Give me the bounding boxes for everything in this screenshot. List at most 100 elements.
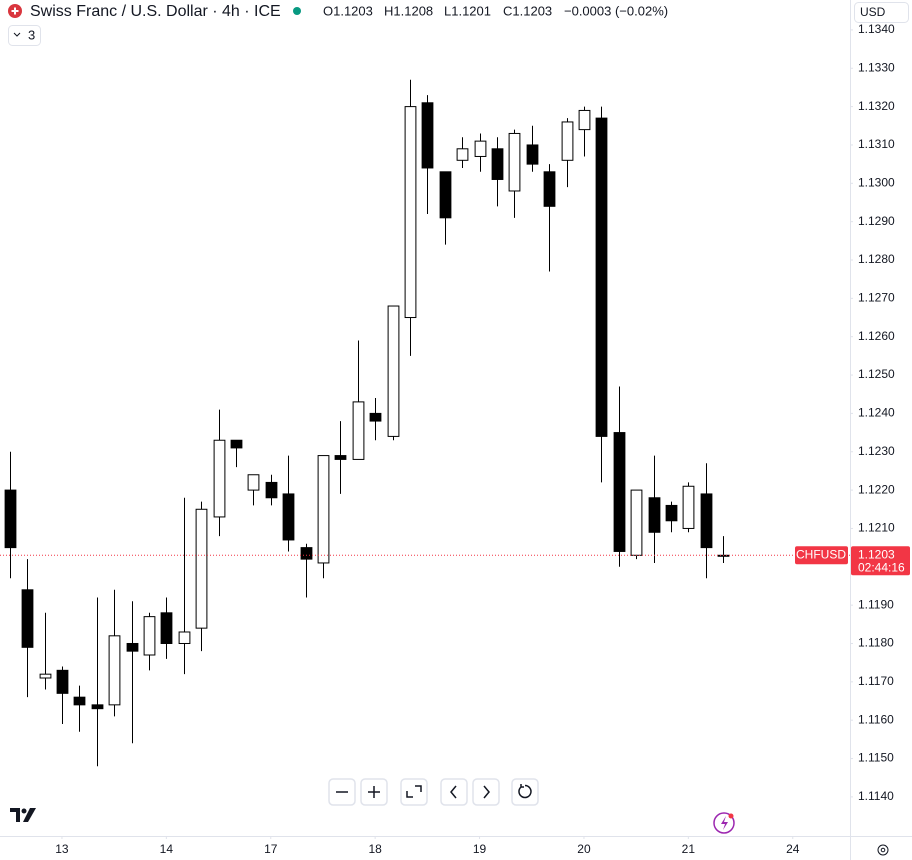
alert-bolt	[721, 816, 728, 830]
y-tick-label: 1.1240	[858, 406, 895, 420]
countdown-label: 02:44:16	[858, 560, 905, 574]
candle-body	[4, 489, 17, 549]
candle-body	[369, 412, 382, 422]
candle-body	[665, 504, 678, 522]
settings-icon[interactable]	[877, 844, 889, 856]
scroll-right-button[interactable]	[472, 778, 500, 806]
reset-icon	[518, 784, 532, 799]
chevron-icon	[13, 32, 21, 37]
y-tick-label: 1.1310	[858, 137, 895, 151]
candle-body	[213, 439, 226, 518]
x-tick-label: 20	[577, 842, 591, 856]
logo[interactable]	[10, 808, 36, 822]
candle-body	[613, 432, 626, 552]
candle-body	[387, 305, 400, 437]
candle-body	[404, 106, 417, 319]
candle-body	[160, 612, 173, 644]
logo-part	[10, 808, 20, 822]
candle-body	[73, 696, 86, 706]
left-icon	[450, 785, 457, 799]
candle-body	[682, 485, 695, 529]
fit-button[interactable]	[400, 778, 428, 806]
indicators-count: 3	[28, 27, 35, 42]
candle-body	[595, 117, 608, 437]
candle-body	[230, 439, 243, 449]
candle-body	[300, 547, 313, 560]
market-status[interactable]	[293, 7, 301, 15]
candle-body	[108, 635, 121, 706]
y-tick-label: 1.1330	[858, 60, 895, 74]
ohlc-high: H1.1208	[384, 3, 433, 18]
candle-body	[282, 493, 295, 541]
logo-part	[21, 808, 27, 814]
logo-part	[23, 808, 36, 822]
x-tick-label: 18	[368, 842, 382, 856]
x-tick-label: 21	[682, 842, 696, 856]
y-tick-label: 1.1190	[858, 597, 894, 611]
x-tick-label: 17	[264, 842, 278, 856]
currency-button[interactable]	[854, 2, 909, 23]
y-tick-label: 1.1300	[858, 175, 895, 189]
symbol-icon-cross	[11, 7, 19, 15]
price-tag-label: 1.1203	[858, 547, 895, 561]
alert-icon[interactable]	[713, 812, 735, 834]
candle-body	[543, 171, 556, 207]
candle-body	[317, 455, 330, 564]
candle-body	[700, 493, 713, 549]
candle-body	[143, 616, 156, 656]
candle-body	[56, 669, 69, 694]
candle-body	[456, 148, 469, 161]
y-tick-label: 1.1270	[858, 291, 895, 305]
candle-body	[265, 481, 278, 499]
candle-body	[491, 148, 504, 180]
y-tick-label: 1.1150	[858, 751, 894, 765]
indicators-toggle[interactable]	[8, 25, 41, 46]
currency-label: USD	[860, 5, 886, 19]
y-tick-label: 1.1140	[858, 789, 894, 803]
candle-body	[578, 109, 591, 131]
ohlc-low: L1.1201	[444, 3, 491, 18]
right-icon	[483, 785, 490, 799]
x-tick-label: 14	[160, 842, 174, 856]
candle-body	[126, 642, 139, 652]
candle-body	[421, 102, 434, 169]
ohlc-change: −0.0003 (−0.02%)	[564, 3, 668, 18]
candle-body	[39, 673, 52, 679]
y-tick-label: 1.1340	[858, 22, 895, 36]
price-tag	[851, 546, 910, 576]
candle-body	[352, 401, 365, 460]
y-tick-label: 1.1280	[858, 252, 895, 266]
candle-body	[91, 704, 104, 710]
candle-body	[247, 474, 260, 491]
y-tick-label: 1.1210	[858, 521, 895, 535]
candle-body	[474, 140, 487, 157]
y-tick-label: 1.1290	[858, 214, 895, 228]
symbol-tag-label: CHFUSD	[796, 547, 846, 561]
zoom-toolbar	[328, 778, 539, 806]
candle-body	[508, 132, 521, 192]
x-tick-label: 24	[786, 842, 800, 856]
x-tick-label: 13	[55, 842, 69, 856]
fit-icon	[406, 785, 422, 798]
scroll-left-button[interactable]	[440, 778, 468, 806]
y-tick-label: 1.1170	[858, 674, 894, 688]
plot-area	[0, 79, 850, 767]
candle-body	[178, 631, 191, 644]
candle-body	[21, 589, 34, 648]
alert-dot	[728, 813, 734, 819]
symbol-title[interactable]: Swiss Franc / U.S. Dollar · 4h · ICE	[30, 3, 281, 20]
y-tick-label: 1.1180	[858, 636, 894, 650]
y-tick-label: 1.1320	[858, 99, 895, 113]
ohlc-close: C1.1203	[503, 3, 552, 18]
candle-body	[630, 489, 643, 556]
candle-body	[195, 508, 208, 629]
ohlc-open: O1.1203	[323, 3, 373, 18]
reset-button[interactable]	[511, 778, 539, 806]
candle-body	[561, 121, 574, 161]
symbol-tag	[795, 546, 848, 565]
y-tick-label: 1.1250	[858, 367, 895, 381]
y-tick-label: 1.1220	[858, 482, 895, 496]
